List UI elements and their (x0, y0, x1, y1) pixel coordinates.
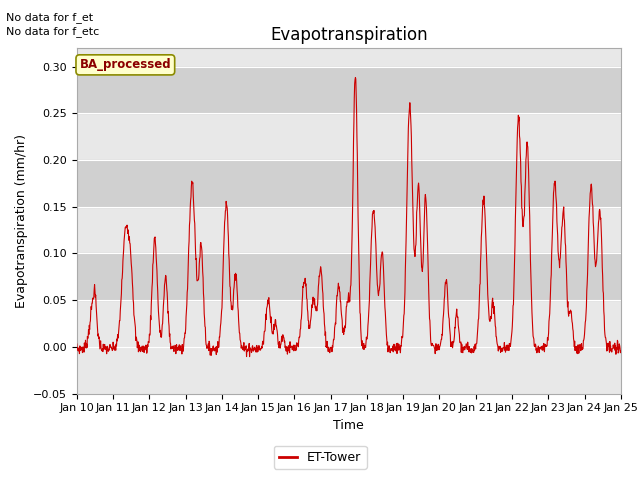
Legend: ET-Tower: ET-Tower (273, 446, 367, 469)
Bar (77, 253, 621, 300)
X-axis label: Time: Time (333, 419, 364, 432)
Text: No data for f_et: No data for f_et (6, 12, 93, 23)
Text: BA_processed: BA_processed (79, 59, 171, 72)
Bar (77, 160, 621, 207)
Title: Evapotranspiration: Evapotranspiration (270, 25, 428, 44)
Y-axis label: Evapotranspiration (mm/hr): Evapotranspiration (mm/hr) (15, 134, 28, 308)
Bar (77, 67, 621, 113)
Text: No data for f_etc: No data for f_etc (6, 26, 100, 37)
